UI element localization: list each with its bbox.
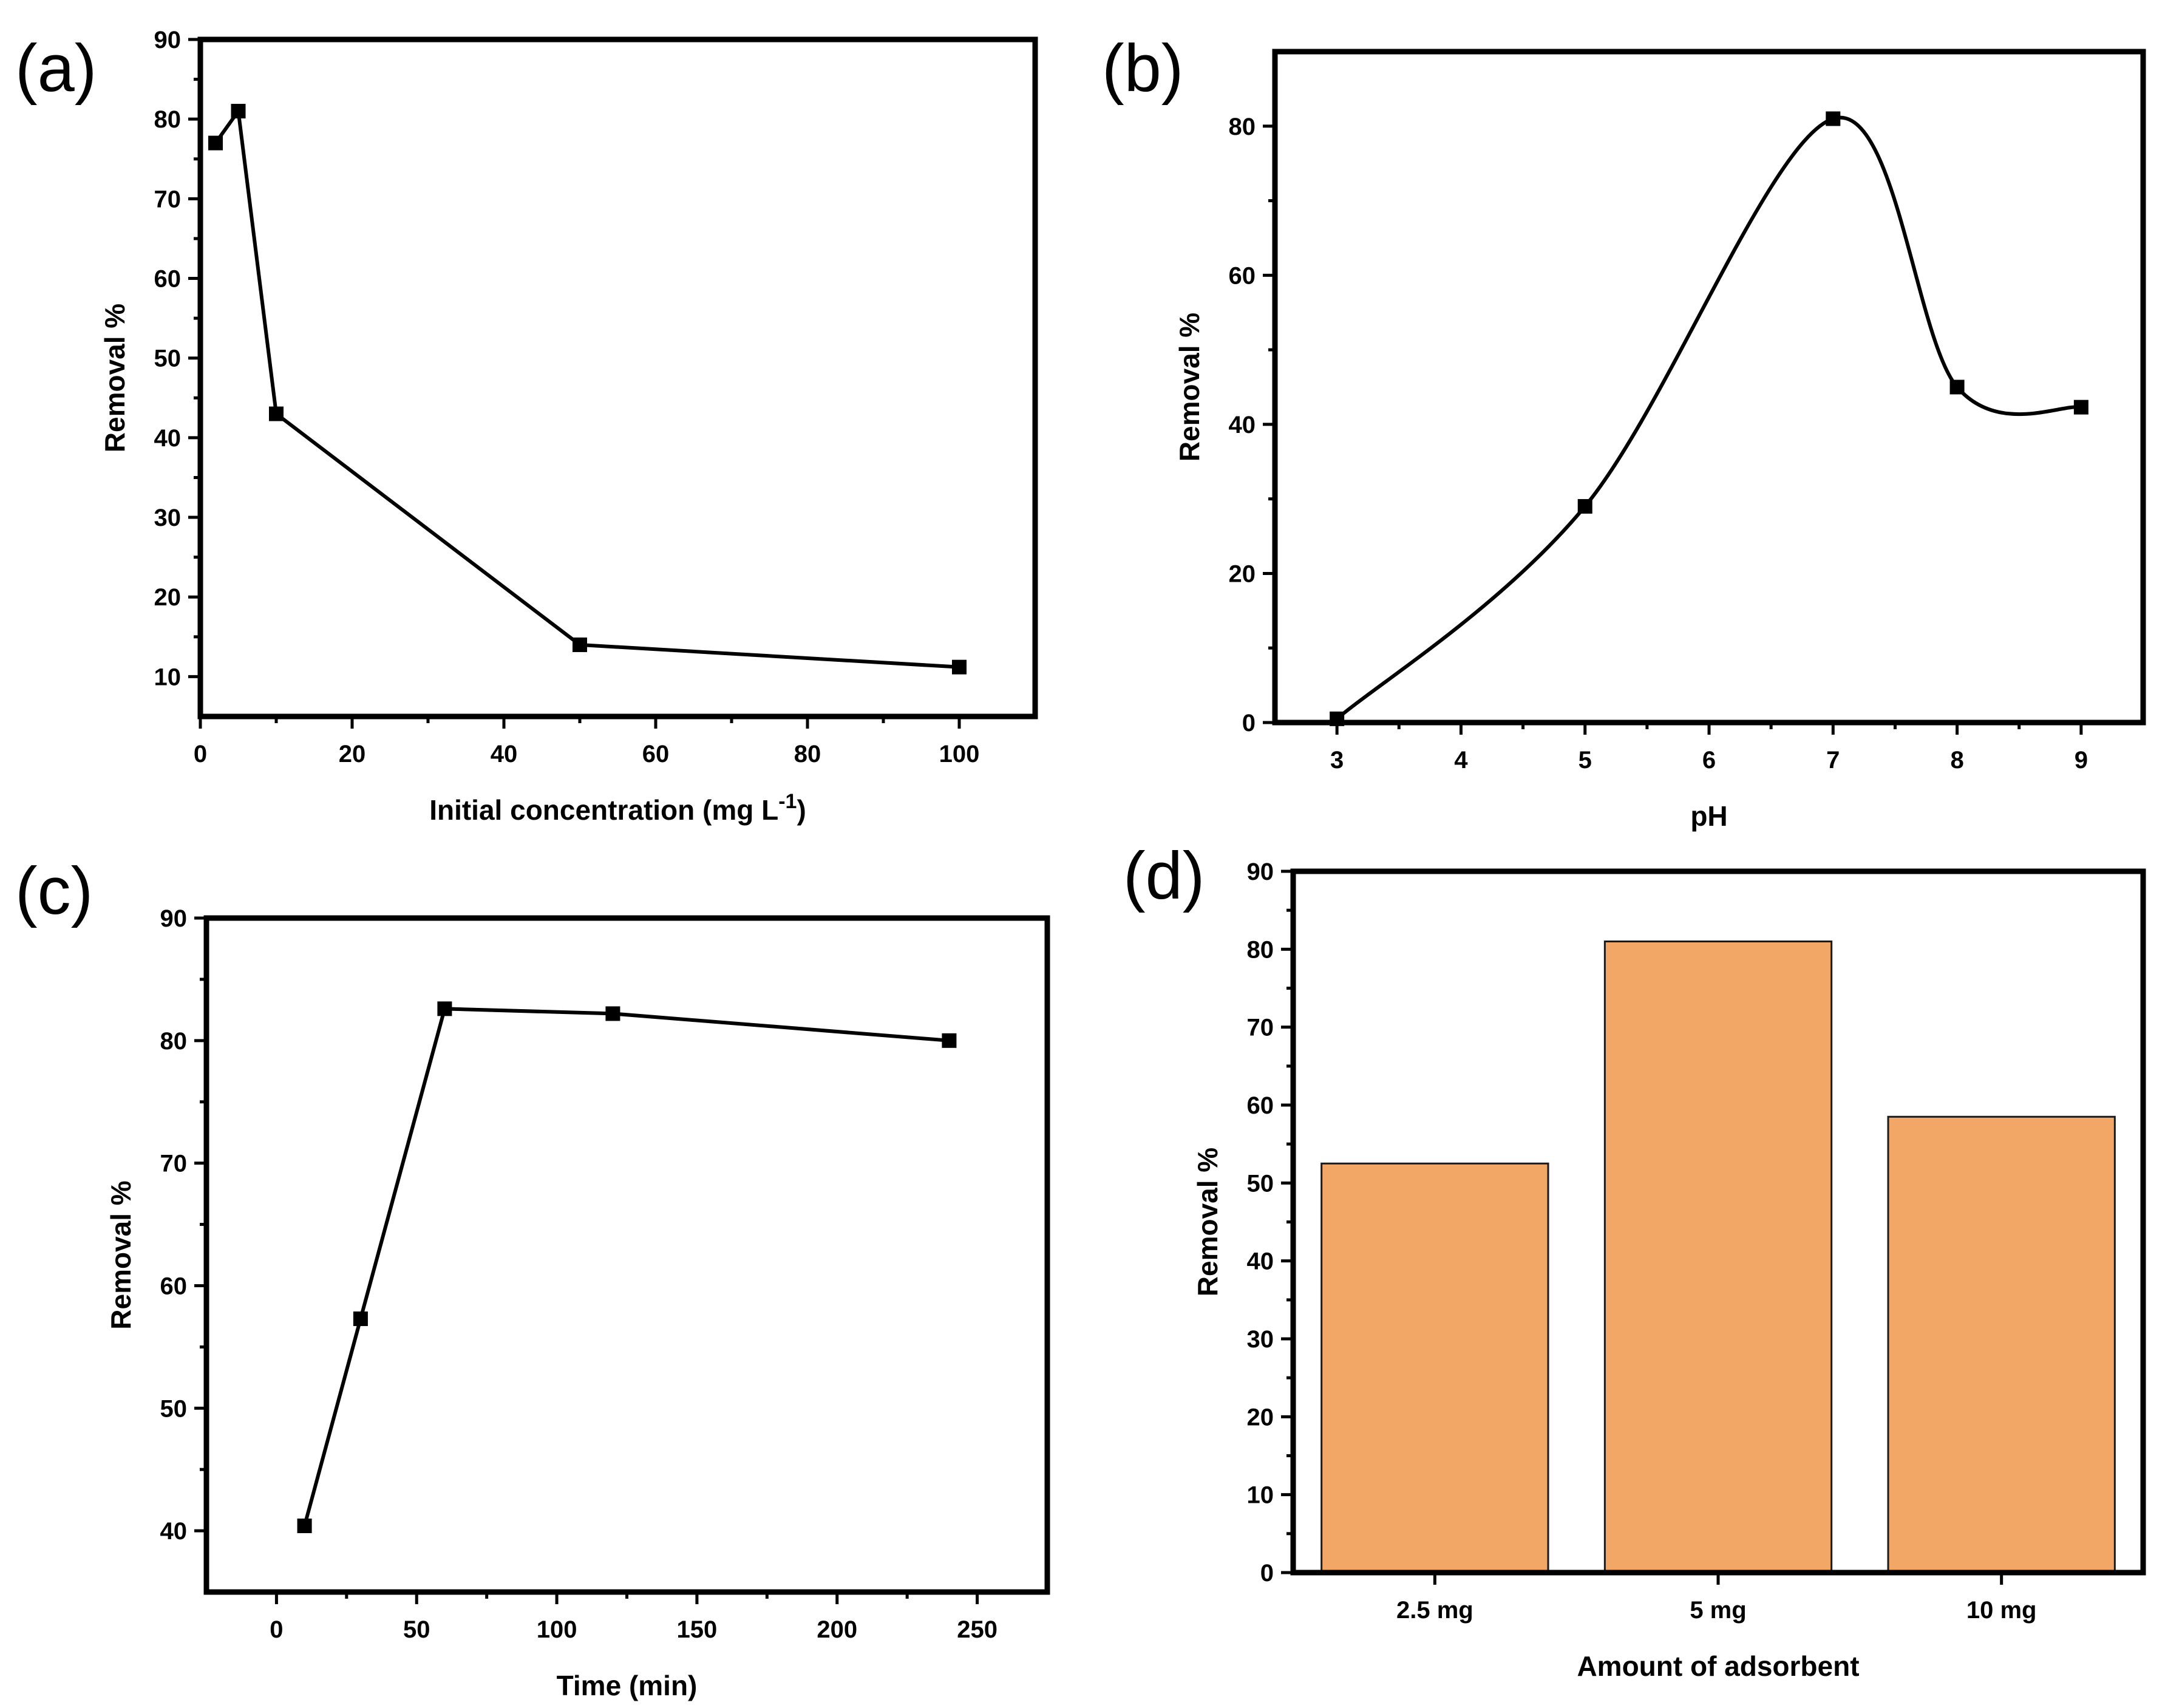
y-tick-label: 60 — [160, 1273, 188, 1299]
y-tick-label: 60 — [154, 266, 182, 293]
data-point — [1949, 379, 1965, 395]
panel-letter: (c) — [15, 854, 93, 928]
x-tick-label: 3 — [1330, 747, 1344, 774]
x-tick-label: 250 — [957, 1616, 998, 1643]
y-tick-label: 40 — [160, 1518, 188, 1545]
panel-letter: (a) — [15, 31, 97, 106]
y-tick-label: 60 — [1247, 1092, 1274, 1119]
y-tick-label: 0 — [1260, 1560, 1274, 1587]
data-point — [1330, 711, 1345, 726]
x-tick-label: 6 — [1702, 747, 1716, 774]
x-tick-label: 8 — [1950, 747, 1963, 774]
y-tick-label: 90 — [1247, 859, 1274, 885]
y-tick-label: 20 — [1247, 1404, 1274, 1431]
x-tick-label: 100 — [537, 1616, 577, 1643]
y-tick-label: 80 — [1229, 114, 1256, 140]
panel-letter: (d) — [1123, 839, 1205, 913]
x-tick-label: 50 — [403, 1616, 430, 1643]
y-tick-label: 30 — [154, 505, 182, 531]
y-tick-label: 80 — [160, 1028, 188, 1055]
y-tick-label: 20 — [1229, 560, 1256, 587]
chart-panel-2: (c) 40 50 60 70 80 90 0 50 100 150 200 250 Time (min)… — [15, 854, 1050, 1701]
y-axis-label: Removal % — [105, 1180, 137, 1329]
series-line — [214, 106, 960, 669]
x-axis-label: pH — [1690, 800, 1727, 832]
y-tick-label: 40 — [1229, 412, 1256, 438]
x-tick-label: 150 — [677, 1616, 718, 1643]
x-tick-label: 10 mg — [1966, 1597, 2037, 1624]
y-tick-label: 50 — [1247, 1170, 1274, 1197]
plot-frame — [203, 915, 1050, 1595]
y-tick-label: 50 — [160, 1395, 188, 1422]
data-point — [942, 1033, 957, 1048]
x-axis-label: Initial concentration (mg L-1) — [429, 790, 806, 826]
y-axis-label: Removal % — [1174, 313, 1205, 461]
x-tick-label: 200 — [817, 1616, 857, 1643]
data-point — [1826, 111, 1841, 126]
x-tick-label: 60 — [642, 741, 670, 767]
data-point — [208, 135, 223, 151]
x-axis-label-end: ) — [797, 794, 806, 826]
bar — [1603, 941, 1833, 1574]
bar — [1320, 1162, 1549, 1574]
plot-frame — [197, 36, 1038, 720]
y-tick-label: 70 — [154, 186, 182, 213]
chart-panel-3: (d) 0 10 20 30 40 50 60 70 80 90 2.5 mg 5 mg 10 mg Amo… — [1123, 839, 2146, 1682]
data-point — [1577, 498, 1592, 514]
data-point — [269, 406, 284, 421]
y-tick-label: 80 — [1247, 936, 1274, 963]
x-tick-label: 40 — [491, 741, 518, 767]
chart-panel-1: (b) 0 20 40 60 80 3 4 5 6 7 8 9 pH Removal % — [1102, 31, 2146, 832]
x-tick-label: 2.5 mg — [1396, 1597, 1473, 1624]
data-point — [231, 104, 246, 119]
y-tick-label: 50 — [154, 345, 182, 372]
x-tick-label: 9 — [2075, 747, 2088, 774]
y-tick-label: 30 — [1247, 1326, 1274, 1353]
y-tick-label: 0 — [1242, 710, 1256, 737]
y-tick-label: 70 — [1247, 1015, 1274, 1041]
data-point — [437, 1001, 452, 1016]
y-tick-label: 40 — [154, 425, 182, 452]
data-point — [952, 659, 967, 675]
plot-frame — [1272, 49, 2146, 726]
x-tick-label: 100 — [939, 741, 980, 767]
y-tick-label: 10 — [1247, 1482, 1274, 1509]
data-point — [2073, 400, 2089, 415]
x-tick-label: 20 — [339, 741, 366, 767]
data-point — [297, 1519, 312, 1534]
x-tick-label: 80 — [794, 741, 821, 767]
x-tick-label: 5 mg — [1690, 1597, 1746, 1624]
bar — [1887, 1115, 2116, 1574]
x-tick-label: 0 — [194, 741, 207, 767]
series-line — [302, 1007, 950, 1526]
x-tick-label: 4 — [1454, 747, 1468, 774]
y-tick-label: 20 — [154, 584, 182, 611]
y-tick-label: 60 — [1229, 262, 1256, 289]
y-tick-label: 70 — [160, 1151, 188, 1177]
y-tick-label: 90 — [154, 27, 182, 53]
data-point — [353, 1311, 368, 1326]
data-point — [573, 637, 587, 652]
x-tick-label: 7 — [1826, 747, 1840, 774]
chart-panel-0: (a) 10 20 30 40 50 60 70 80 90 0 20 40 60 80 100 Initial… — [15, 27, 1038, 826]
y-tick-label: 40 — [1247, 1248, 1274, 1275]
y-tick-label: 80 — [154, 106, 182, 133]
y-tick-label: 90 — [160, 905, 188, 932]
x-axis-label-superscript: -1 — [778, 790, 797, 813]
series-line — [1336, 115, 2082, 721]
x-tick-label: 0 — [270, 1616, 283, 1643]
x-axis-label: Time (min) — [557, 1670, 698, 1701]
panel-letter: (b) — [1102, 31, 1183, 106]
data-point — [605, 1006, 620, 1021]
x-axis-label: Amount of adsorbent — [1577, 1650, 1859, 1682]
x-tick-label: 5 — [1579, 747, 1592, 774]
y-tick-label: 10 — [154, 664, 182, 690]
y-axis-label: Removal % — [99, 304, 131, 452]
y-axis-label: Removal % — [1192, 1148, 1223, 1296]
